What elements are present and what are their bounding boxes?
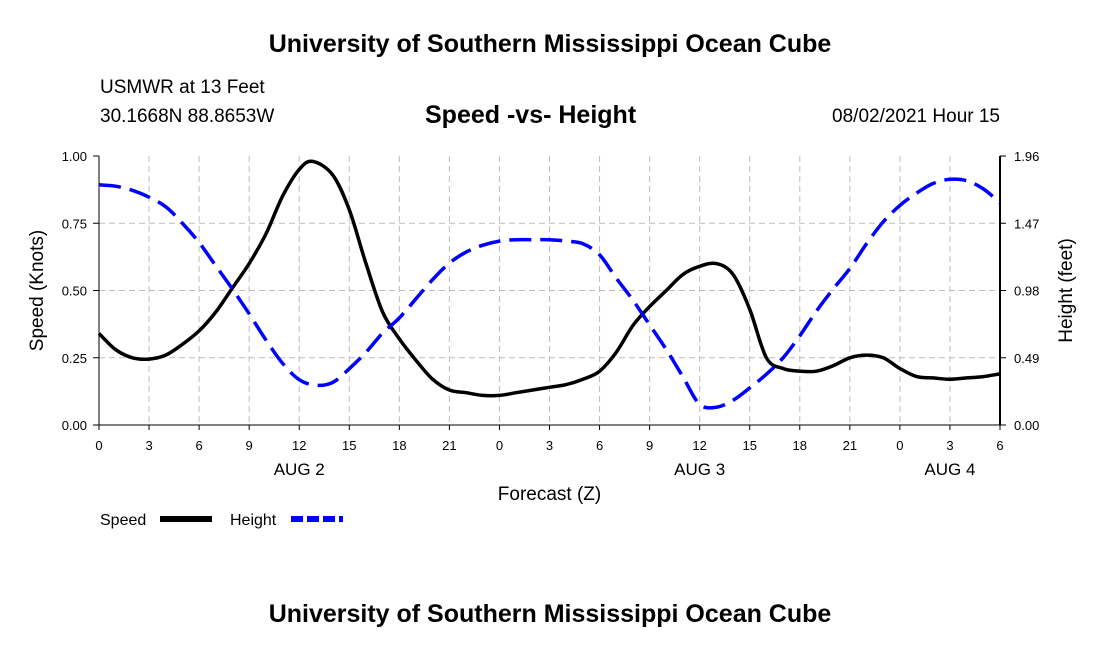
y-tick-label: 0.25 [62,351,87,366]
y-tick-label: 0.50 [62,284,87,299]
x-tick-label: 9 [646,438,653,453]
x-tick-label: 6 [596,438,603,453]
x-tick-label: 15 [342,438,356,453]
x-tick-label: 9 [246,438,253,453]
y-tick-label: 0.00 [62,418,87,433]
x-tick-label: 12 [692,438,706,453]
date-label: AUG 3 [674,460,725,479]
forecast-timestamp: 08/02/2021 Hour 15 [832,106,1000,127]
y2-tick-label: 1.47 [1014,216,1039,231]
x-tick-label: 0 [496,438,503,453]
date-label: AUG 2 [274,460,325,479]
x-tick-label: 18 [793,438,807,453]
series-line-speed [97,159,1001,398]
y-tick-label: 1.00 [62,149,87,164]
x-tick-label: 0 [95,438,102,453]
y2-tick-label: 1.96 [1014,149,1039,164]
station-name: USMWR at 13 Feet [100,77,265,98]
y2-tick-label: 0.00 [1014,418,1039,433]
y2-tick-label: 0.49 [1014,351,1039,366]
chart-title: Speed -vs- Height [425,101,637,129]
footer-title: University of Southern Mississippi Ocean… [268,600,832,628]
station-coordinates: 30.1668N 88.8653W [100,106,275,127]
y-axis-title: Speed (Knots) [27,230,48,351]
x-tick-label: 21 [843,438,857,453]
x-tick-label: 15 [742,438,756,453]
x-axis-title: Forecast (Z) [498,484,601,505]
x-tick-label: 18 [392,438,406,453]
legend-label-height: Height [230,512,277,529]
x-tick-label: 6 [195,438,202,453]
page-title: University of Southern Mississippi Ocean… [268,30,832,58]
y-tick-label: 0.75 [62,216,87,231]
y2-axis-title: Height (feet) [1056,238,1077,343]
date-label: AUG 4 [924,460,975,479]
series-line-height [98,177,1002,410]
x-tick-label: 12 [292,438,306,453]
legend-label-speed: Speed [100,512,146,529]
x-tick-label: 3 [145,438,152,453]
x-tick-label: 3 [546,438,553,453]
x-tick-label: 3 [946,438,953,453]
x-tick-label: 6 [996,438,1003,453]
y2-tick-label: 0.98 [1014,284,1039,299]
x-tick-label: 21 [442,438,456,453]
x-tick-label: 0 [896,438,903,453]
